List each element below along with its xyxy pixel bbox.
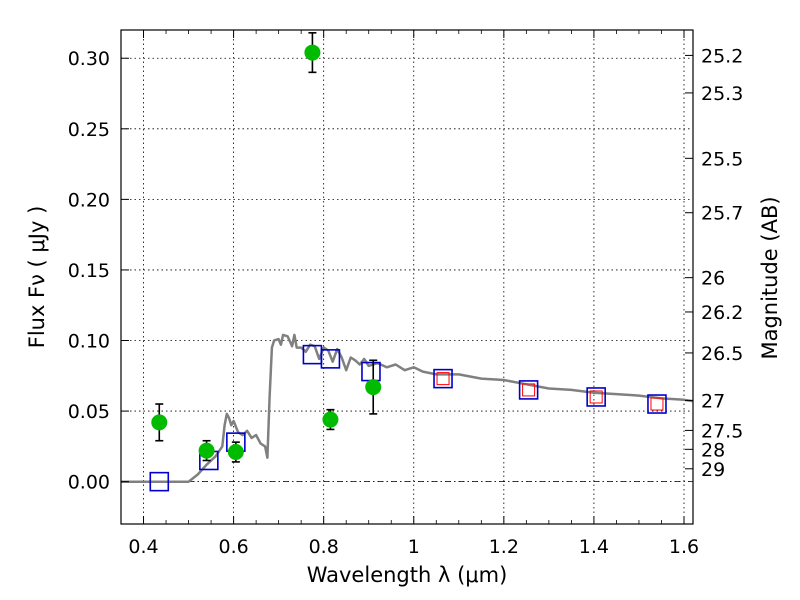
mag-tick-label: 26.5 — [701, 343, 743, 365]
model-photometry-inner-square — [650, 397, 664, 411]
observed-points — [151, 32, 382, 463]
x-tick-label: 0.6 — [218, 536, 248, 558]
x-tick-label: 0.4 — [128, 536, 158, 558]
x-axis-label: Wavelength λ (μm) — [307, 563, 508, 587]
y-tick-label: 0.25 — [68, 119, 110, 141]
x-tick-label: 1.4 — [579, 536, 609, 558]
magnitude-axis-label: Magnitude (AB) — [758, 196, 782, 359]
y-tick-label: 0.10 — [68, 331, 110, 353]
y-axis-label: Flux Fν ( μJy ) — [25, 206, 49, 349]
y-tick-label: 0.00 — [68, 472, 110, 494]
model-photometry-square — [647, 394, 667, 414]
y-tick-label: 0.20 — [68, 189, 110, 211]
mag-tick-label: 25.2 — [701, 45, 743, 67]
mag-tick-label: 27 — [701, 390, 725, 412]
x-tick-label: 0.8 — [309, 536, 339, 558]
x-axis: 0.4 0.6 0.8 1 1.2 1.4 1.6 — [120, 30, 699, 558]
mag-tick-label: 25.5 — [701, 148, 743, 170]
mag-tick-label: 29 — [701, 459, 725, 481]
observed-point — [365, 379, 382, 396]
mag-tick-label: 28 — [701, 439, 725, 461]
model-photometry-square — [518, 380, 539, 400]
model-squares — [149, 344, 667, 492]
observed-point — [322, 411, 339, 428]
y-axis: 0.00 0.05 0.10 0.15 0.20 0.25 0.30 — [68, 48, 129, 494]
model-photometry-inner-square — [589, 390, 603, 404]
observed-point — [227, 444, 244, 461]
x-tick-label: 1.6 — [669, 536, 699, 558]
observed-point — [151, 414, 168, 431]
mag-tick-label: 25.3 — [701, 83, 743, 105]
model-photometry-inner-square — [522, 383, 536, 397]
model-photometry-square — [149, 471, 170, 492]
mag-tick-label: 26.2 — [701, 302, 743, 324]
x-tick-label: 1.2 — [489, 536, 519, 558]
y-tick-label: 0.15 — [68, 260, 110, 282]
x-tick-label: 1 — [408, 536, 420, 558]
model-photometry-square — [586, 387, 606, 407]
observed-point — [198, 442, 215, 459]
mag-tick-label: 25.7 — [701, 203, 743, 225]
plot-frame — [120, 29, 694, 525]
y-tick-label: 0.30 — [68, 48, 110, 70]
mag-tick-label: 27.5 — [701, 420, 743, 442]
model-photometry-inner-square — [436, 372, 450, 386]
mag-tick-label: 26 — [701, 268, 725, 290]
model-photometry-square — [433, 368, 453, 389]
model-photometry-square — [320, 349, 341, 369]
y-tick-label: 0.05 — [68, 401, 110, 423]
observed-point — [304, 44, 321, 61]
